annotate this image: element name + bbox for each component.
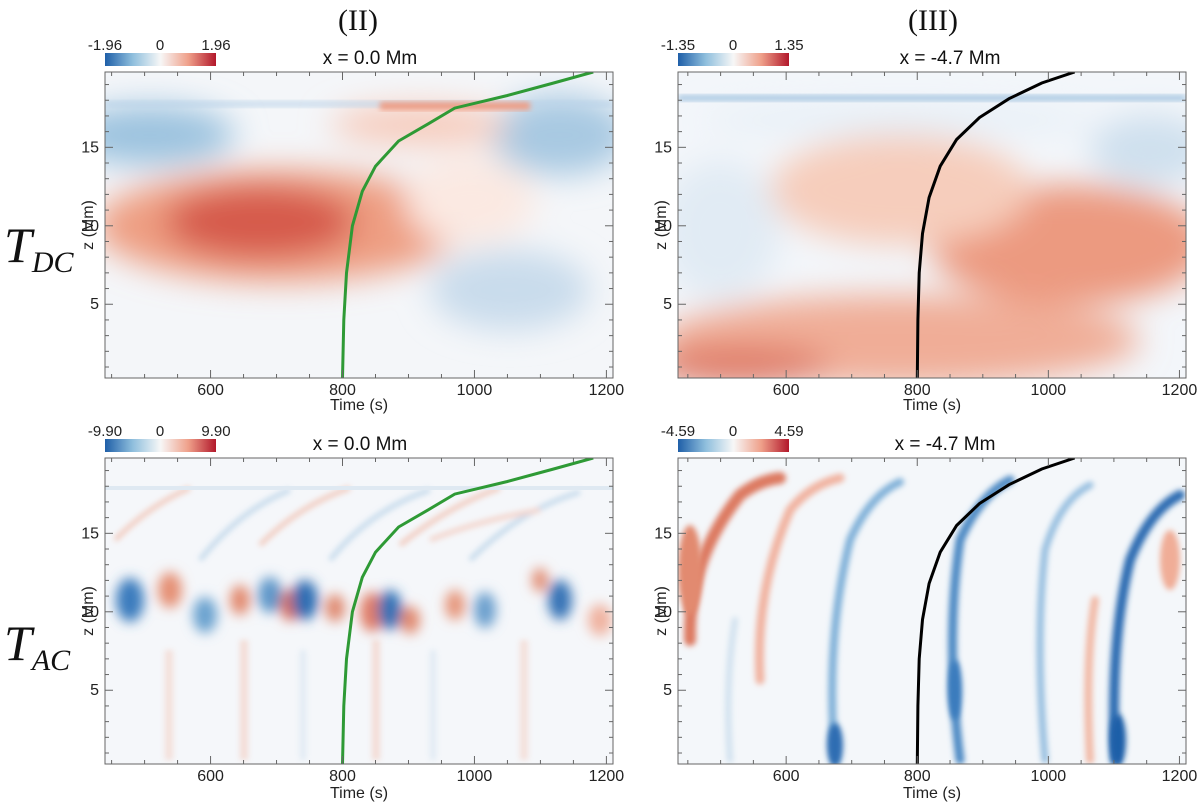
x-tick-label: 600 [197, 382, 224, 399]
track-line [915, 72, 1076, 378]
colorbar-max-label: 4.59 [774, 423, 803, 440]
colorbar-max-label: 1.96 [201, 37, 230, 54]
row-label-tac-main: T [4, 615, 35, 671]
colorbar [105, 439, 216, 452]
heatmap-background [105, 458, 613, 764]
x-tick-label: 1000 [1031, 768, 1067, 785]
panel-title: x = 0.0 Mm [323, 48, 418, 69]
colorbar-zero-label: 0 [729, 37, 737, 54]
row-label-tdc-main: T [4, 217, 35, 273]
x-tick-label: 1200 [1162, 382, 1198, 399]
heatmap-field [105, 458, 613, 764]
axes: 600 800 1000 1200 5 10 15 [654, 458, 1197, 785]
row-label-tdc-sub: DC [31, 246, 75, 279]
axes: 600 800 1000 1200 5 10 15 [81, 458, 624, 785]
plot-frame [677, 457, 1187, 765]
x-tick-label: 800 [904, 382, 931, 399]
panel-title: x = -4.7 Mm [895, 434, 996, 455]
panel-title: x = 0.0 Mm [313, 434, 408, 455]
plot-frame [104, 71, 614, 379]
colorbar-min-label: -4.59 [661, 423, 695, 440]
x-axis-label: Time (s) [903, 785, 961, 802]
colorbar [105, 53, 216, 66]
y-tick-label: 5 [90, 296, 99, 313]
x-tick-label: 800 [329, 382, 356, 399]
track-line [341, 458, 594, 764]
colorbar-min-label: -1.35 [661, 37, 695, 54]
panel-ii-ac: -9.90 0 9.90 x = 0.0 Mm [80, 423, 624, 802]
panel-title: x = -4.7 Mm [900, 48, 1001, 69]
track-line [341, 72, 594, 378]
x-tick-label: 1000 [1031, 382, 1067, 399]
colorbar-max-label: 1.35 [774, 37, 803, 54]
colorbar-min-label: -1.96 [88, 37, 122, 54]
colorbar-zero-label: 0 [156, 37, 164, 54]
axes: 600 800 1000 1200 5 10 15 [81, 72, 624, 399]
x-axis-label: Time (s) [903, 397, 961, 414]
x-axis-label: Time (s) [330, 397, 388, 414]
y-tick-label: 10 [654, 604, 672, 621]
colorbar-zero-label: 0 [156, 423, 164, 440]
colorbar-max-label: 9.90 [201, 423, 230, 440]
y-tick-label: 15 [81, 525, 99, 542]
colorbar [678, 439, 789, 452]
x-tick-label: 800 [329, 768, 356, 785]
plot-frame [677, 71, 1187, 379]
y-axis-label: z (Mm) [653, 586, 670, 636]
y-tick-label: 15 [81, 139, 99, 156]
track-line [915, 458, 1076, 764]
y-tick-label: 5 [663, 296, 672, 313]
y-tick-label: 15 [654, 525, 672, 542]
row-label-tdc: TDC [4, 217, 74, 279]
plot-frame [104, 457, 614, 765]
x-tick-label: 600 [773, 768, 800, 785]
colorbar-zero-label: 0 [729, 423, 737, 440]
heatmap-field [678, 458, 1186, 764]
x-tick-label: 1200 [589, 382, 625, 399]
y-tick-label: 5 [663, 682, 672, 699]
panel-ii-dc: -1.96 0 1.96 x = 0.0 Mm 600 800 1000 1200 5 1… [80, 37, 624, 414]
y-axis-label: z (Mm) [80, 200, 97, 250]
x-tick-label: 1000 [457, 768, 493, 785]
x-tick-label: 800 [904, 768, 931, 785]
heatmap-field [105, 72, 613, 378]
panel-iii-dc: -1.35 0 1.35 x = -4.7 Mm 600 800 1000 1200 5… [653, 37, 1197, 414]
y-tick-label: 10 [654, 218, 672, 235]
y-tick-label: 5 [90, 682, 99, 699]
x-tick-label: 600 [197, 768, 224, 785]
column-title-II: (II) [338, 4, 378, 37]
panel-iii-ac: -4.59 0 4.59 x = -4.7 Mm [653, 423, 1197, 802]
x-axis-label: Time (s) [330, 785, 388, 802]
y-tick-label: 10 [81, 218, 99, 235]
column-title-III: (III) [908, 4, 958, 37]
x-tick-label: 1200 [589, 768, 625, 785]
y-tick-label: 10 [81, 604, 99, 621]
row-label-tac-sub: AC [30, 644, 71, 677]
y-axis-label: z (Mm) [80, 586, 97, 636]
colorbar-min-label: -9.90 [88, 423, 122, 440]
x-tick-label: 600 [773, 382, 800, 399]
row-label-tac: TAC [4, 615, 71, 677]
heatmap-field [678, 72, 1186, 378]
colorbar [678, 53, 789, 66]
axes: 600 800 1000 1200 5 10 15 [654, 72, 1197, 399]
x-tick-label: 1200 [1162, 768, 1198, 785]
y-tick-label: 15 [654, 139, 672, 156]
x-tick-label: 1000 [457, 382, 493, 399]
y-axis-label: z (Mm) [653, 200, 670, 250]
